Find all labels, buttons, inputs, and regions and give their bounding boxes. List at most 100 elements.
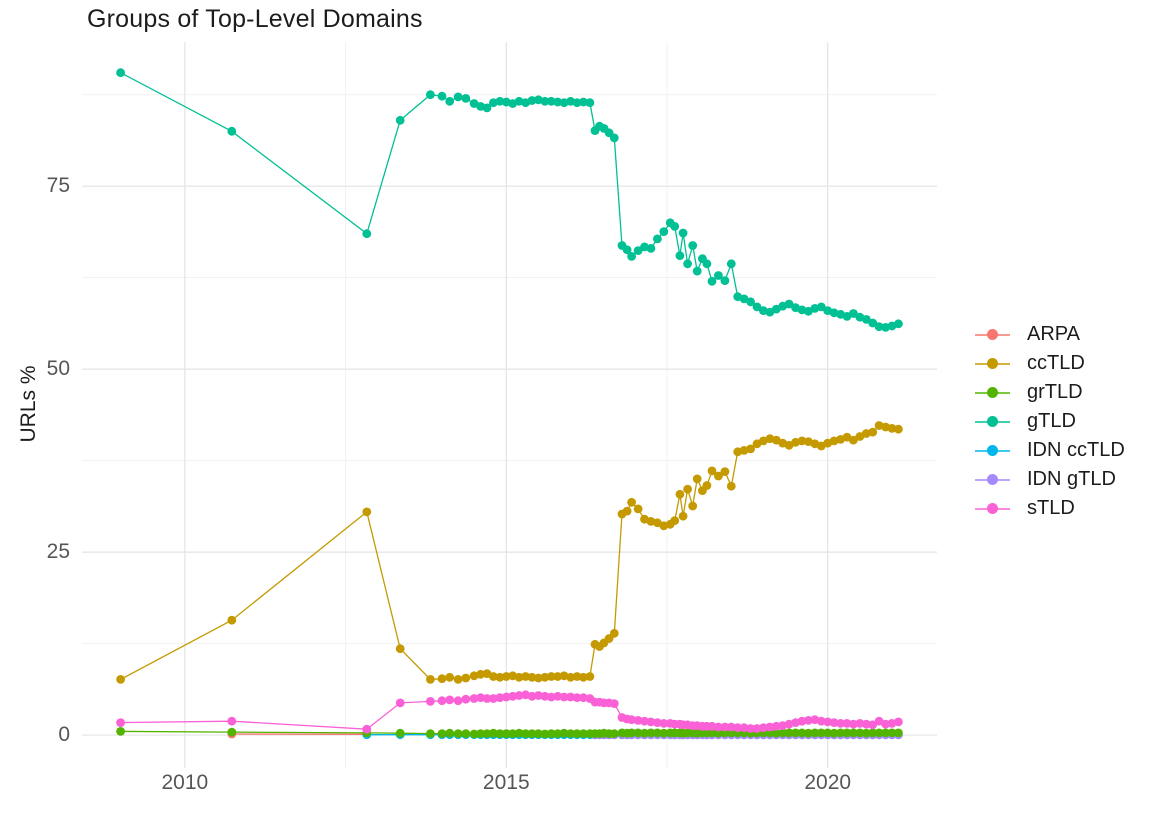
series-gtld-point [572, 98, 582, 108]
series-stld-point [842, 719, 852, 728]
series-stld-point [534, 691, 543, 700]
series-cctld-point [579, 672, 588, 682]
series-gtld-point [746, 297, 755, 307]
series-grtld-point [810, 728, 820, 738]
legend-key-dot [987, 474, 998, 485]
series-stld-point [849, 719, 858, 729]
series-cctld-point [426, 675, 435, 684]
series-stld-point [720, 722, 730, 732]
series-grtld-point [495, 729, 505, 738]
series-stld-point [559, 692, 569, 702]
series-stld-point [726, 722, 736, 732]
series-gtld-point [653, 234, 662, 244]
series-cctld-point [714, 471, 723, 481]
series-stld-point [881, 719, 890, 729]
series-grtld-point [874, 728, 884, 738]
series-stld-point [836, 719, 845, 728]
series-stld-point [514, 691, 524, 700]
series-gtld-point [816, 302, 826, 312]
series-grtld-point [816, 728, 826, 738]
series-stld-point [771, 721, 781, 731]
series-gtld-line [120, 72, 899, 329]
series-cctld-point [453, 675, 463, 684]
series-stld-point [437, 696, 447, 706]
series-gtld-point [627, 252, 636, 261]
series-gtld-point [426, 90, 435, 100]
legend-key-icon [975, 328, 1010, 341]
series-stld-point [469, 694, 479, 703]
series-stld-point [739, 723, 749, 733]
series-gtld-point [622, 245, 632, 255]
series-grtld-point [784, 728, 794, 738]
series-cctld-point [894, 424, 903, 434]
series-gtld-point [579, 97, 588, 107]
legend-key-dot [987, 329, 998, 340]
series-cctld-point [849, 435, 858, 445]
series-gtld-point [678, 228, 688, 238]
series-stld-point [527, 691, 537, 701]
series-grtld-point [633, 728, 643, 738]
y-tick-label-0: 0 [58, 723, 70, 747]
series-gtld-point [609, 133, 619, 143]
series-cctld-point [461, 673, 471, 683]
series-gtld-point [659, 227, 669, 237]
series-grtld-point [627, 728, 636, 738]
legend-key-icon [975, 357, 1010, 370]
series-grtld-point [395, 728, 405, 738]
y-tick-label-75: 75 [46, 174, 70, 198]
series-stld-point [823, 717, 833, 727]
series-grtld-point [894, 728, 903, 738]
series-grtld-point [553, 729, 563, 738]
series-stld-point [461, 694, 471, 704]
series-gtld-point [683, 259, 692, 269]
series-grtld-point [514, 728, 524, 738]
series-grtld-point [771, 728, 781, 738]
series-grtld-point [476, 729, 485, 738]
legend-item-idn-gtld: IDN gTLD [975, 465, 1125, 494]
series-gtld-point [874, 322, 884, 332]
series-cctld-point [521, 672, 530, 681]
legend-label: sTLD [1027, 497, 1075, 519]
series-stld-point [508, 691, 518, 701]
legend-item-gtld: gTLD [975, 407, 1125, 436]
legend-item-stld: sTLD [975, 494, 1125, 523]
series-cctld-point [495, 672, 505, 682]
series-grtld-point [855, 728, 865, 738]
series-gtld-point [894, 319, 903, 329]
series-cctld-point [887, 424, 897, 433]
series-grtld-point [609, 729, 619, 738]
legend-key-dot [987, 445, 998, 456]
series-cctld-point [683, 484, 692, 494]
series-stld-point [482, 694, 492, 703]
legend-key-icon [975, 415, 1010, 428]
series-grtld-point [489, 728, 498, 738]
series-gtld-point [692, 266, 702, 276]
y-tick-label-25: 25 [46, 540, 70, 564]
series-grtld-point [836, 728, 845, 738]
legend-key-icon [975, 444, 1010, 457]
x-tick-label-2010: 2010 [161, 771, 209, 794]
series-cctld-point [726, 481, 736, 491]
series-cctld-point [609, 628, 619, 638]
series-cctld-point [540, 672, 550, 682]
series-cctld-point [585, 672, 595, 681]
series-cctld-point [707, 466, 717, 476]
series-grtld-point [823, 728, 833, 738]
series-stld-point [829, 718, 839, 727]
legend: ARPA ccTLD grTLD gTLD IDN ccTLD IDN gTLD sTLD [975, 320, 1125, 523]
series-cctld-point [670, 516, 680, 525]
legend-label: ARPA [1027, 323, 1080, 345]
legend-item-cctld: ccTLD [975, 349, 1125, 378]
series-stld-point [495, 693, 505, 703]
legend-label: grTLD [1027, 381, 1083, 403]
series-cctld-point [633, 504, 643, 514]
series-grtld-point [461, 729, 471, 738]
series-gtld-point [752, 302, 762, 312]
series-gtld-point [707, 276, 717, 286]
series-grtld-point [426, 729, 435, 738]
series-gtld-point [445, 96, 455, 106]
series-stld-point [362, 724, 372, 734]
series-grtld-point [445, 728, 455, 738]
series-stld-point [797, 716, 807, 726]
